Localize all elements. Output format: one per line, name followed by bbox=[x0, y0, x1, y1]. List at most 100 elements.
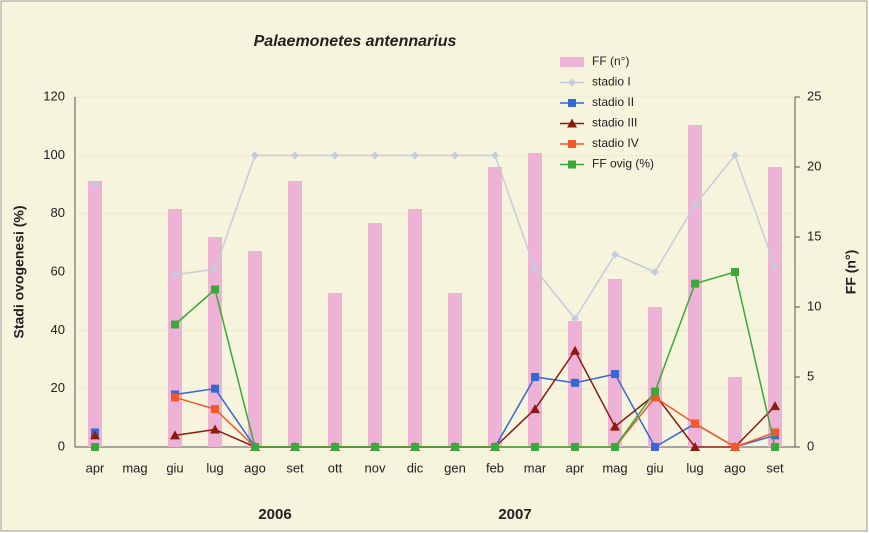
marker bbox=[331, 151, 339, 160]
marker bbox=[771, 262, 779, 271]
marker bbox=[91, 443, 99, 451]
x-tick-label: giu bbox=[166, 460, 183, 475]
marker bbox=[651, 393, 659, 402]
marker bbox=[771, 443, 779, 451]
bar bbox=[448, 293, 462, 447]
marker bbox=[731, 443, 739, 451]
marker bbox=[568, 99, 576, 107]
marker bbox=[371, 443, 379, 451]
y2-tick-label: 25 bbox=[807, 88, 821, 103]
x-tick-label: feb bbox=[486, 460, 504, 475]
legend-swatch bbox=[560, 57, 584, 67]
bar bbox=[248, 251, 262, 447]
chart-title: Palaemonetes antennarius bbox=[254, 33, 457, 50]
marker bbox=[570, 345, 580, 355]
marker bbox=[610, 421, 620, 431]
marker bbox=[571, 443, 579, 451]
marker bbox=[451, 151, 459, 160]
y2-tick-label: 0 bbox=[807, 438, 814, 453]
y-tick-label: 80 bbox=[51, 205, 65, 220]
marker bbox=[731, 268, 739, 276]
marker bbox=[611, 370, 619, 379]
marker bbox=[691, 279, 699, 288]
x-tick-label: apr bbox=[566, 460, 585, 475]
marker bbox=[251, 151, 259, 160]
marker bbox=[531, 265, 539, 274]
marker bbox=[770, 401, 780, 411]
marker bbox=[691, 419, 699, 428]
marker bbox=[90, 430, 100, 440]
year-label: 2007 bbox=[498, 506, 531, 523]
marker bbox=[171, 393, 179, 402]
x-tick-label: mag bbox=[122, 460, 147, 475]
x-tick-label: mag bbox=[602, 460, 627, 475]
legend-label: stadio IV bbox=[592, 136, 639, 150]
marker bbox=[171, 270, 179, 279]
x-tick-label: apr bbox=[86, 460, 105, 475]
marker bbox=[568, 140, 576, 148]
legend-label: stadio II bbox=[592, 95, 634, 109]
marker bbox=[411, 151, 419, 160]
marker bbox=[731, 151, 739, 160]
x-tick-label: set bbox=[766, 460, 784, 475]
marker bbox=[568, 78, 576, 87]
marker bbox=[771, 428, 779, 437]
y-tick-label: 20 bbox=[51, 380, 65, 395]
marker bbox=[491, 151, 499, 160]
legend-label: FF ovig (%) bbox=[592, 157, 654, 171]
marker bbox=[611, 443, 619, 451]
marker bbox=[291, 443, 299, 451]
bar bbox=[408, 209, 422, 447]
x-tick-label: set bbox=[286, 460, 304, 475]
y2-axis-title: FF (n°) bbox=[843, 250, 859, 294]
marker bbox=[531, 373, 539, 381]
marker bbox=[211, 384, 219, 393]
x-tick-label: ago bbox=[724, 460, 746, 475]
line bbox=[174, 153, 776, 320]
x-tick-label: nov bbox=[365, 460, 386, 475]
bar bbox=[608, 279, 622, 447]
y-tick-label: 120 bbox=[43, 88, 65, 103]
bar bbox=[728, 377, 742, 447]
bar bbox=[288, 181, 302, 447]
legend-label: stadio III bbox=[592, 116, 637, 130]
marker bbox=[251, 443, 259, 451]
marker bbox=[690, 442, 700, 451]
marker bbox=[211, 265, 219, 274]
marker bbox=[91, 180, 99, 189]
marker bbox=[170, 430, 180, 440]
marker bbox=[171, 320, 179, 329]
marker bbox=[651, 443, 659, 451]
x-tick-label: lug bbox=[686, 460, 703, 475]
marker bbox=[530, 404, 540, 414]
bar bbox=[768, 167, 782, 447]
marker bbox=[291, 151, 299, 160]
marker bbox=[491, 443, 499, 451]
marker bbox=[651, 268, 659, 276]
marker bbox=[331, 443, 339, 451]
bar bbox=[648, 307, 662, 447]
legend-label: FF (n°) bbox=[592, 54, 629, 68]
y-axis-title: Stadi ovogenesi (%) bbox=[11, 205, 27, 338]
y-tick-label: 0 bbox=[58, 438, 65, 453]
x-tick-label: lug bbox=[206, 460, 223, 475]
x-tick-label: dic bbox=[407, 460, 424, 475]
marker bbox=[571, 378, 579, 387]
x-tick-label: ago bbox=[244, 460, 266, 475]
y2-tick-label: 5 bbox=[807, 368, 814, 383]
marker bbox=[371, 151, 379, 160]
bar bbox=[88, 181, 102, 447]
y-tick-label: 100 bbox=[43, 147, 65, 162]
bar bbox=[368, 223, 382, 447]
marker bbox=[568, 160, 576, 169]
x-tick-label: giu bbox=[646, 460, 663, 475]
y-tick-label: 60 bbox=[51, 263, 65, 278]
marker bbox=[531, 443, 539, 451]
legend-label: stadio I bbox=[592, 75, 631, 89]
bar bbox=[328, 293, 342, 447]
marker bbox=[451, 443, 459, 451]
marker bbox=[571, 314, 579, 323]
y2-tick-label: 15 bbox=[807, 228, 821, 243]
